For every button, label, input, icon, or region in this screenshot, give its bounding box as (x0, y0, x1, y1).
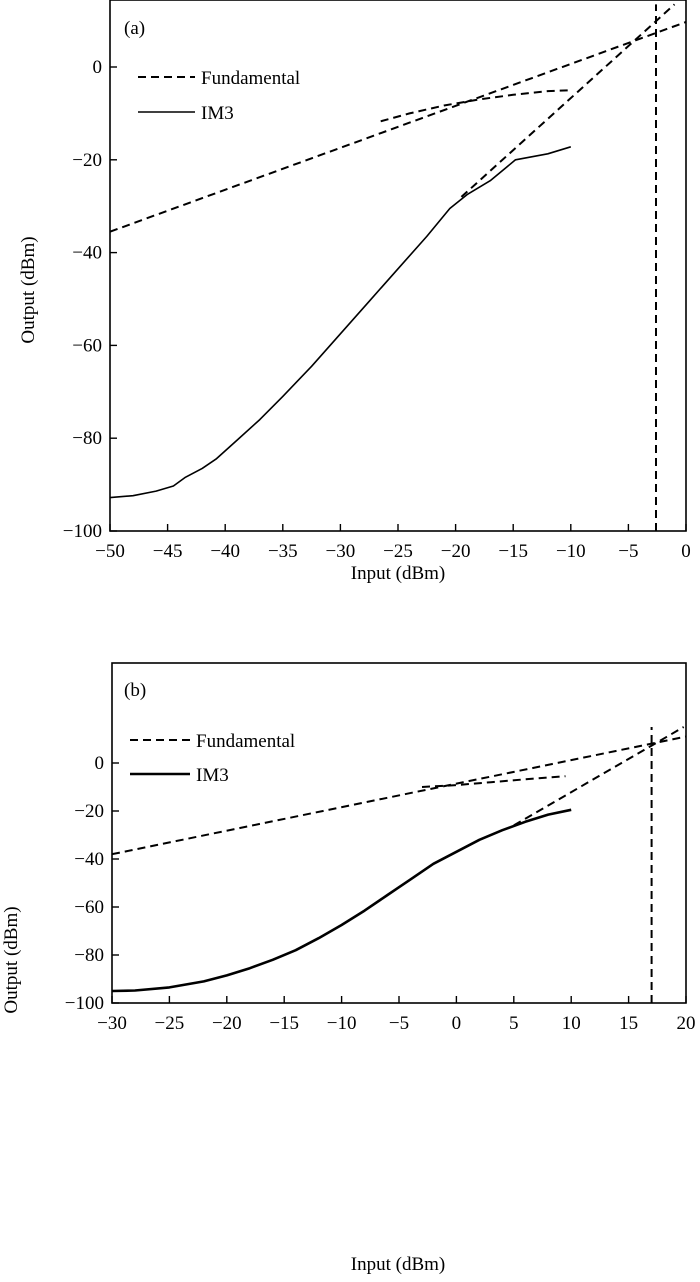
y-tick-label: −100 (65, 993, 104, 1014)
x-tick-label: −20 (212, 1013, 242, 1034)
series-line-fundamental-b-1 (421, 775, 566, 788)
x-tick-label: −25 (383, 541, 413, 562)
y-tick-label: −80 (72, 428, 102, 449)
x-tick-label: −35 (268, 541, 298, 562)
x-tick-label: 5 (509, 1013, 519, 1034)
x-tick-label: −30 (97, 1013, 127, 1034)
y-axis-label-a: Output (dBm) (18, 236, 39, 343)
legend-label-fundamental-a: Fundamental (201, 68, 300, 89)
x-tick-label: −15 (498, 541, 528, 562)
x-tick-label: 0 (681, 541, 691, 562)
x-tick-label: −50 (95, 541, 125, 562)
y-axis-a: −100 −80 −60 −40 −20 0 (63, 57, 117, 542)
x-tick-label: −45 (153, 541, 183, 562)
series-line-im3-b-2 (513, 726, 685, 827)
x-axis-b: −30 −25 −20 −15 −10 −5 0 5 10 15 20 (97, 996, 696, 1034)
y-tick-label: −60 (72, 335, 102, 356)
y-tick-label: −20 (74, 801, 104, 822)
legend-label-fundamental-b: Fundamental (196, 731, 295, 752)
chart-panel-b: −30 −25 −20 −15 −10 −5 0 5 10 15 20 −100−80−60−40−… (1, 662, 696, 1275)
y-tick-label: −60 (74, 897, 104, 918)
x-tick-label: −10 (327, 1013, 357, 1034)
plot-frame-a (109, 0, 687, 532)
x-tick-label: −40 (210, 541, 240, 562)
x-tick-label: 0 (452, 1013, 462, 1034)
x-tick-label: −5 (618, 541, 638, 562)
legend-b: Fundamental IM3 (130, 731, 295, 786)
x-tick-label: 20 (677, 1013, 696, 1034)
x-tick-label: −5 (389, 1013, 409, 1034)
y-tick-label: −80 (74, 945, 104, 966)
series-group-a (110, 3, 686, 531)
panel-label-b: (b) (124, 680, 146, 701)
y-tick-label: −100 (63, 521, 102, 542)
x-tick-label: −20 (441, 541, 471, 562)
y-tick-label: −40 (74, 849, 104, 870)
legend-label-im3-a: IM3 (201, 103, 234, 124)
x-tick-label: 15 (619, 1013, 638, 1034)
chart-panel-a: −50 −45 −40 −35 −30 −25 −20 −15 −10 −5 0 −100−80−6… (18, 0, 691, 584)
series-line-im3-a-2 (460, 3, 676, 198)
y-axis-b: −100 −80 −60 −40 −20 0 (65, 753, 119, 1014)
x-axis-label-b: Input (dBm) (351, 1254, 445, 1275)
y-tick-label: 0 (95, 753, 105, 774)
series-line-fundamental-a-0 (110, 21, 686, 233)
x-axis-label-a: Input (dBm) (351, 563, 445, 584)
series-line-fundamental-a-1 (380, 89, 571, 123)
x-axis-a: −50 −45 −40 −35 −30 −25 −20 −15 −10 −5 0 (95, 524, 691, 562)
x-tick-label: −25 (155, 1013, 185, 1034)
x-tick-label: −15 (269, 1013, 299, 1034)
x-tick-label: −30 (326, 541, 356, 562)
x-tick-label: 10 (562, 1013, 581, 1034)
plot-frame-b (111, 662, 687, 1004)
y-tick-label: −40 (72, 243, 102, 264)
series-line-fundamental-b-0 (112, 735, 686, 856)
series-line-im3-a-3 (110, 146, 572, 499)
panel-label-a: (a) (124, 18, 145, 39)
y-tick-label: 0 (93, 57, 103, 78)
legend-label-im3-b: IM3 (196, 765, 229, 786)
legend-a: Fundamental IM3 (138, 68, 300, 124)
series-line-im3-b-3 (112, 808, 572, 993)
series-group-b (112, 726, 686, 1003)
x-tick-label: −10 (556, 541, 586, 562)
y-tick-label: −20 (72, 150, 102, 171)
y-axis-label-b: Output (dBm) (1, 906, 22, 1013)
